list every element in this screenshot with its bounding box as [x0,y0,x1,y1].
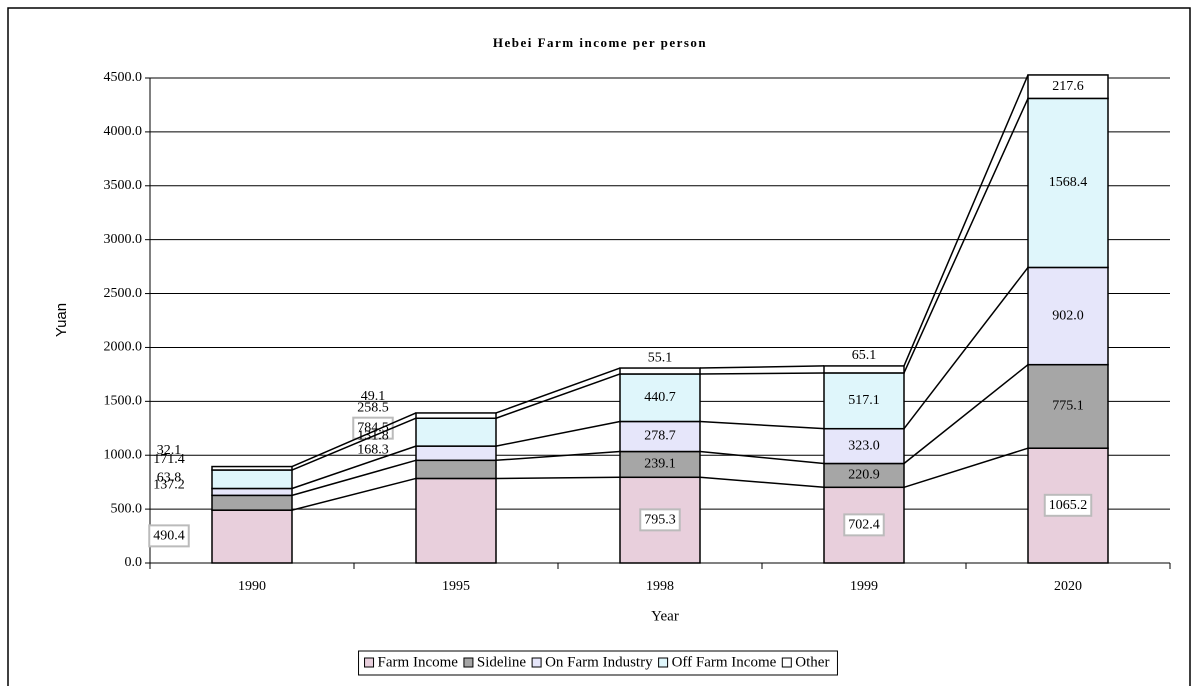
data-label: 902.0 [1052,308,1084,323]
chart-title: Hebei Farm income per person [493,35,707,50]
series-line [699,476,825,489]
x-tick-label: 2020 [1054,579,1082,594]
series-line [291,417,417,471]
bar-segment [415,445,497,462]
series-line [291,459,417,497]
data-label: 440.7 [644,390,676,405]
x-tick-label: 1998 [646,579,674,594]
bar-segment [619,373,701,423]
data-label: 258.5 [357,400,389,415]
legend-label: Farm Income [378,654,459,670]
x-tick-label: 1999 [850,579,878,594]
bar-segment [415,412,497,419]
data-label: 1568.4 [1049,175,1088,190]
data-label: 323.0 [848,438,880,453]
legend-swatch [658,657,669,668]
y-tick-label: 4500.0 [104,70,143,85]
data-label: 490.4 [153,528,185,543]
legend-label: Other [795,654,829,670]
series-line [903,98,1029,374]
y-tick-label: 4000.0 [104,124,143,139]
series-line [495,450,621,462]
series-line [495,367,621,414]
data-label: 220.9 [848,468,880,483]
bar-segment [619,420,701,453]
bar-segment [211,494,293,511]
series-line [495,476,621,480]
bar-segment [415,477,497,564]
data-label: 171.4 [153,452,185,467]
legend-box [358,650,838,676]
series-line [495,420,621,447]
y-tick-label: 1500.0 [104,394,143,409]
data-label-box [843,513,885,537]
data-label: 278.7 [644,429,676,444]
y-tick-label: 2500.0 [104,286,143,301]
data-label-box [148,524,190,548]
data-label: 775.1 [1052,399,1084,414]
bar-segment [211,509,293,564]
y-tick-label: 0.0 [125,555,143,570]
series-line [903,74,1029,367]
data-label: 137.2 [153,478,185,493]
series-line [699,372,825,375]
legend-label: On Farm Industry [545,654,653,670]
legend-swatch [781,657,792,668]
series-line [495,373,621,419]
data-label: 32.1 [157,443,182,458]
series-line [903,364,1029,465]
bar-segment [823,427,905,465]
data-label: 1065.2 [1049,498,1088,513]
data-label: 702.4 [848,517,880,532]
bar-segment [1027,97,1109,269]
series-line [291,412,417,468]
y-tick-label: 3500.0 [104,178,143,193]
legend-swatch [531,657,542,668]
series-line [699,420,825,430]
data-label-box [1043,493,1093,517]
y-tick-label: 2000.0 [104,340,143,355]
x-tick-label: 1995 [442,579,470,594]
bar-segment [211,487,293,497]
series-line [699,365,825,369]
y-axis-label: Yuan [53,303,70,337]
legend-swatch [364,657,375,668]
series-line [291,445,417,490]
legend-swatch [463,657,474,668]
series-line [903,447,1029,489]
y-tick-label: 3000.0 [104,232,143,247]
bar-segment [619,367,701,375]
bar-segment [823,365,905,374]
bar-segment [211,465,293,471]
legend-label: Off Farm Income [672,654,777,670]
legend-label: Sideline [477,654,527,670]
data-label: 795.3 [644,512,676,527]
bar-segment [415,417,497,447]
series-line [291,477,417,511]
bar-segment [1027,74,1109,100]
data-label: 63.8 [157,471,182,486]
bar-segment [415,459,497,480]
y-tick-label: 1000.0 [104,447,143,462]
x-axis-label: Year [651,608,679,624]
bar-segment [211,469,293,490]
bar-segment [619,450,701,479]
bar-segment [823,372,905,430]
data-label: 168.3 [357,443,389,458]
data-label-box [639,508,681,532]
x-tick-label: 1990 [238,579,266,594]
data-label: 784.5 [357,421,389,436]
bar-segment [1027,266,1109,366]
data-label: 55.1 [648,350,673,365]
data-label: 517.1 [848,393,880,408]
data-label: 217.6 [1052,79,1084,94]
data-label: 65.1 [852,348,877,363]
y-tick-label: 500.0 [111,501,143,516]
series-line [903,266,1029,430]
data-label: 239.1 [644,457,676,472]
data-label: 49.1 [361,389,386,404]
series-line [699,450,825,465]
